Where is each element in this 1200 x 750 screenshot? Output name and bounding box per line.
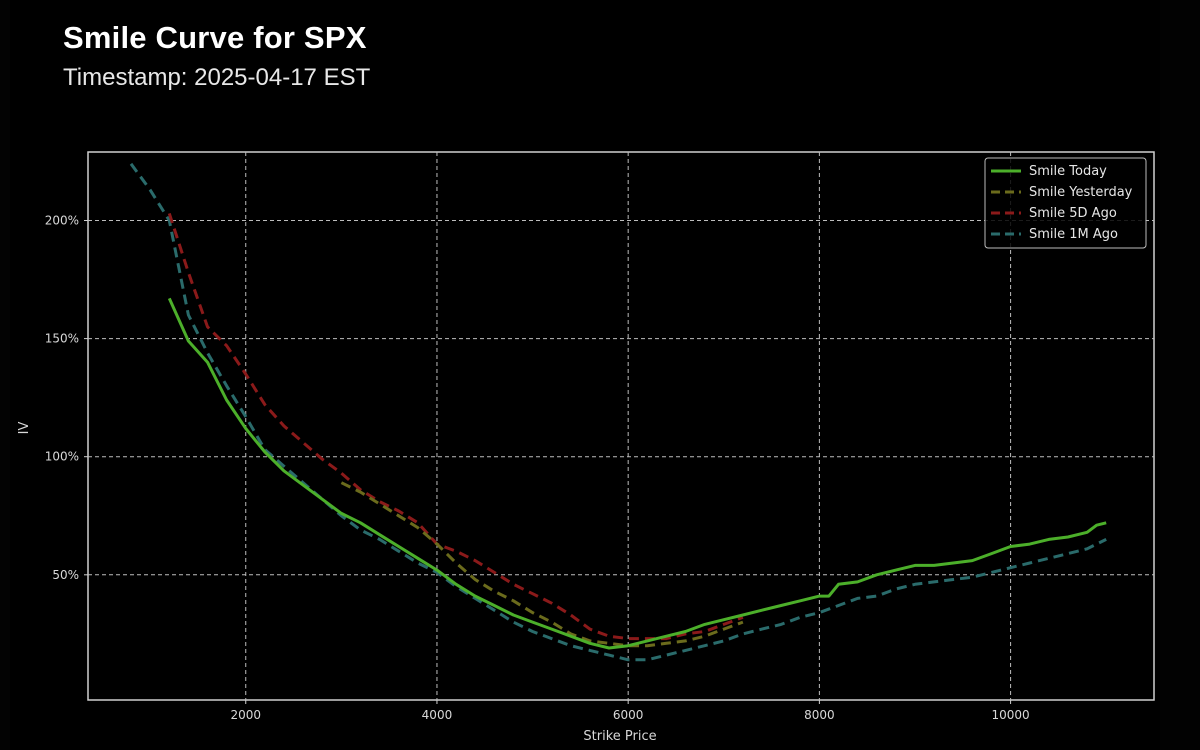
right-edge-strip xyxy=(1160,0,1200,750)
y-tick-label: 200% xyxy=(45,214,79,228)
y-tick-label: 50% xyxy=(52,568,79,582)
series-lines xyxy=(129,162,1107,662)
y-tick-label: 100% xyxy=(45,450,79,464)
legend-item-1m: Smile 1M Ago xyxy=(991,227,1118,242)
x-tick-label: 2000 xyxy=(230,708,261,722)
x-axis-ticks: 2000 4000 6000 8000 10000 xyxy=(230,700,1030,722)
legend-label: Smile 1M Ago xyxy=(1029,227,1118,242)
y-tick-label: 150% xyxy=(45,332,79,346)
series-smile-today xyxy=(167,297,1107,650)
timestamp-subtitle: Timestamp: 2025-04-17 EST xyxy=(63,64,371,91)
legend-item-today: Smile Today xyxy=(991,164,1107,179)
legend-item-5d: Smile 5D Ago xyxy=(991,206,1117,221)
x-tick-label: 8000 xyxy=(804,708,835,722)
x-tick-label: 10000 xyxy=(991,708,1029,722)
legend-label: Smile Today xyxy=(1029,164,1107,179)
legend: Smile Today Smile Yesterday Smile 5D Ago… xyxy=(984,157,1147,249)
grid-lines xyxy=(88,152,1154,700)
legend-box xyxy=(984,157,1147,249)
series-smile-yesterday xyxy=(340,481,744,648)
legend-item-yesterday: Smile Yesterday xyxy=(991,185,1133,200)
x-axis-label: Strike Price xyxy=(583,729,656,744)
series-smile-1m-ago xyxy=(129,162,1107,662)
plot-area xyxy=(87,151,1155,701)
legend-label: Smile Yesterday xyxy=(1029,185,1133,200)
page-title: Smile Curve for SPX xyxy=(63,20,367,55)
y-axis-label: IV xyxy=(17,422,32,435)
x-tick-label: 4000 xyxy=(422,708,453,722)
x-tick-label: 6000 xyxy=(613,708,644,722)
series-smile-5d-ago xyxy=(167,212,744,641)
y-axis-ticks: 50% 100% 150% 200% xyxy=(45,214,88,582)
left-edge-strip xyxy=(0,0,10,750)
legend-label: Smile 5D Ago xyxy=(1029,206,1117,221)
